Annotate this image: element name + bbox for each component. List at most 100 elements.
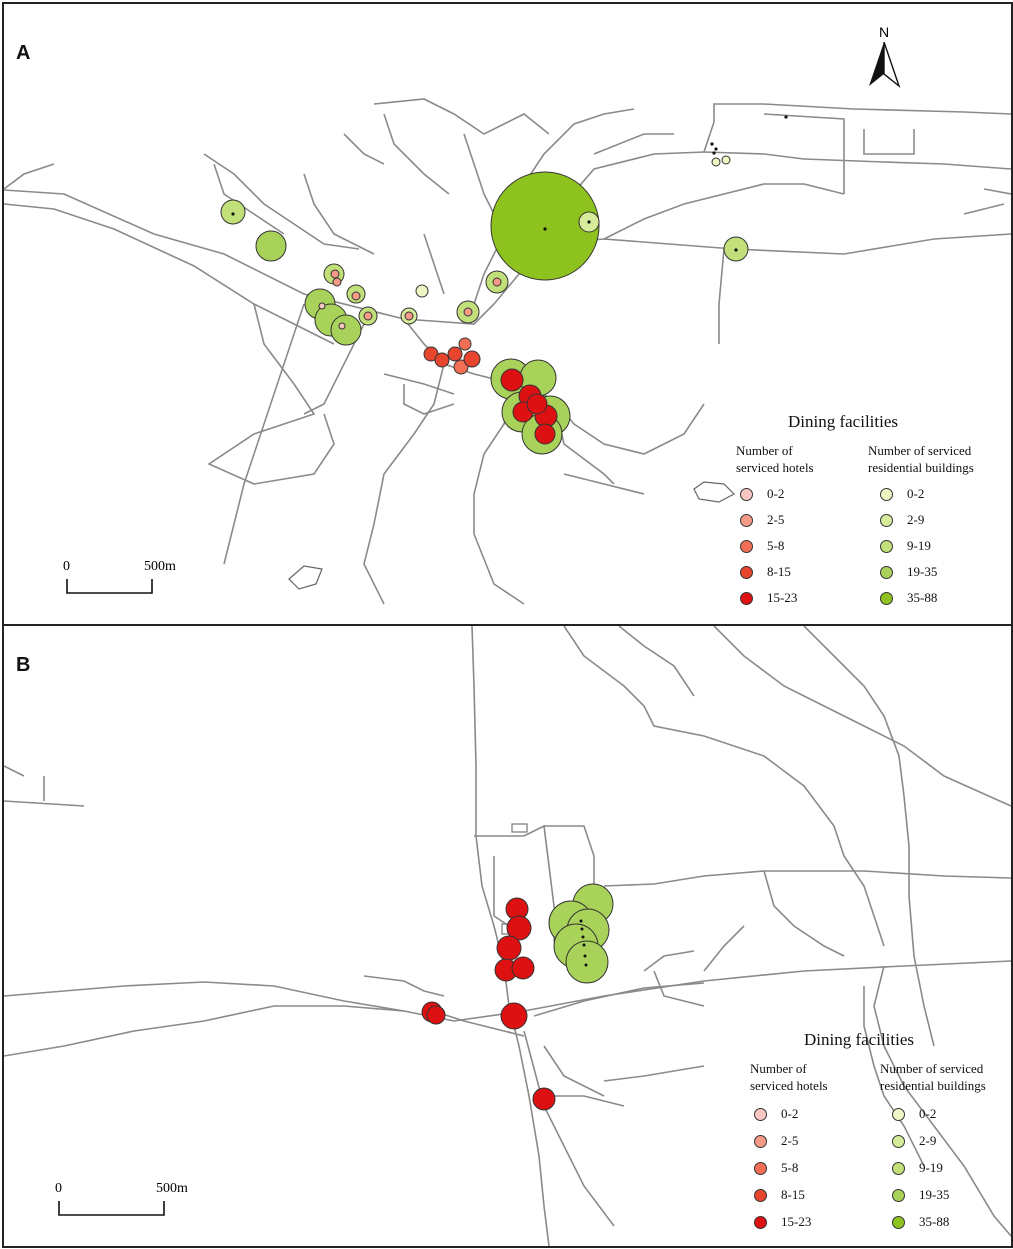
legend-hotel-row: 5-8 (740, 538, 784, 554)
facility-symbol (721, 155, 731, 165)
north-label: N (879, 24, 890, 40)
scale-bar: 0 500m (54, 1181, 194, 1221)
legend-swatch (754, 1188, 767, 1202)
legend-residential-header: Number of serviced residential buildings (880, 1061, 986, 1093)
legend: Dining facilities Number of serviced hot… (742, 1030, 1010, 1242)
legend-swatch (892, 1215, 905, 1229)
legend-swatch (880, 565, 893, 579)
facility-points (231, 115, 788, 252)
legend-hotel-row: 8-15 (754, 1187, 805, 1203)
legend-swatch (754, 1107, 767, 1121)
residential-symbols (548, 883, 614, 984)
legend-swatch (754, 1134, 767, 1148)
legend-residential-row: 35-88 (892, 1214, 949, 1230)
legend-residential-row: 0-2 (880, 486, 924, 502)
legend-hotels-header: Number of serviced hotels (736, 443, 814, 475)
facility-symbol (338, 322, 346, 330)
legend-hotel-row: 15-23 (740, 590, 797, 606)
facility-point (784, 115, 788, 119)
facility-symbol (330, 269, 340, 279)
legend-swatch (754, 1215, 767, 1229)
legend-swatch (740, 513, 753, 527)
residential-symbols (220, 155, 749, 455)
legend-residential-row: 2-9 (892, 1133, 936, 1149)
legend-residential-row: 35-88 (880, 590, 937, 606)
legend-label: 2-5 (781, 1133, 799, 1148)
legend-swatch (740, 487, 753, 501)
facility-symbol (404, 311, 414, 321)
facility-symbol (426, 1005, 446, 1025)
legend-label: 5-8 (781, 1160, 799, 1175)
facility-symbol (434, 352, 450, 368)
legend-label: 15-23 (781, 1214, 812, 1229)
legend-swatch (892, 1134, 905, 1148)
facility-point (581, 935, 585, 939)
legend-hotel-row: 2-5 (754, 1133, 798, 1149)
facility-symbol (255, 230, 287, 262)
legend-label: 2-5 (767, 512, 785, 527)
facility-symbol (496, 935, 522, 961)
facility-symbol (220, 199, 246, 225)
facility-symbol (534, 423, 556, 445)
legend-label: 0-2 (767, 486, 785, 501)
legend-swatch (880, 539, 893, 553)
facility-point (712, 151, 716, 155)
facility-point (231, 212, 235, 216)
facility-symbol (711, 157, 721, 167)
facility-point (734, 248, 738, 252)
legend-swatch (880, 487, 893, 501)
legend-residential-row: 19-35 (880, 564, 937, 580)
facility-symbol (458, 337, 472, 351)
legend: Dining facilities Number of serviced hot… (728, 412, 1008, 617)
legend-residential-row: 2-9 (880, 512, 924, 528)
facility-symbol (318, 302, 326, 310)
legend-swatch (892, 1107, 905, 1121)
hotel-symbols (421, 897, 556, 1111)
legend-label: 0-2 (907, 486, 925, 501)
legend-label: 2-9 (919, 1133, 937, 1148)
scale-bar-line (66, 579, 153, 594)
facility-symbol (332, 277, 342, 287)
legend-label: 15-23 (767, 590, 798, 605)
facility-symbol (363, 311, 373, 321)
legend-swatch (740, 591, 753, 605)
legend-label: 5-8 (767, 538, 785, 553)
legend-title: Dining facilities (804, 1030, 915, 1049)
facility-point (587, 220, 591, 224)
legend-swatch (880, 591, 893, 605)
legend-residential-row: 19-35 (892, 1187, 949, 1203)
map-panel-a: A N 0 500m Dining facilities Number of s… (2, 2, 1013, 626)
legend-hotel-row: 0-2 (740, 486, 784, 502)
facility-point (714, 147, 718, 151)
legend-label: 0-2 (919, 1106, 937, 1121)
facility-symbol (415, 284, 429, 298)
facility-symbol (490, 171, 600, 281)
facility-symbol (351, 291, 361, 301)
north-arrow-icon (869, 42, 901, 89)
legend-hotel-row: 15-23 (754, 1214, 811, 1230)
facility-symbol (526, 393, 548, 415)
scale-label-end: 500m (156, 1181, 188, 1196)
legend-swatch (740, 539, 753, 553)
map-canvas-a (4, 98, 1011, 605)
facility-symbol (532, 1087, 556, 1111)
legend-hotel-row: 5-8 (754, 1160, 798, 1176)
legend-residential-row: 0-2 (892, 1106, 936, 1122)
legend-label: 35-88 (919, 1214, 950, 1229)
legend-label: 9-19 (919, 1160, 943, 1175)
facility-symbol (330, 314, 362, 346)
legend-label: 9-19 (907, 538, 931, 553)
hotel-symbols (318, 269, 558, 445)
facility-point (582, 943, 586, 947)
legend-swatch (892, 1188, 905, 1202)
legend-residential-header: Number of serviced residential buildings (868, 443, 974, 475)
facility-point (579, 919, 583, 923)
facility-symbol (500, 368, 524, 392)
scale-bar-line (58, 1201, 165, 1216)
facility-points (579, 919, 588, 967)
legend-label: 35-88 (907, 590, 938, 605)
scale-label-zero: 0 (63, 559, 70, 574)
legend-swatch (754, 1161, 767, 1175)
legend-swatch (892, 1161, 905, 1175)
legend-residential-row: 9-19 (892, 1160, 943, 1176)
